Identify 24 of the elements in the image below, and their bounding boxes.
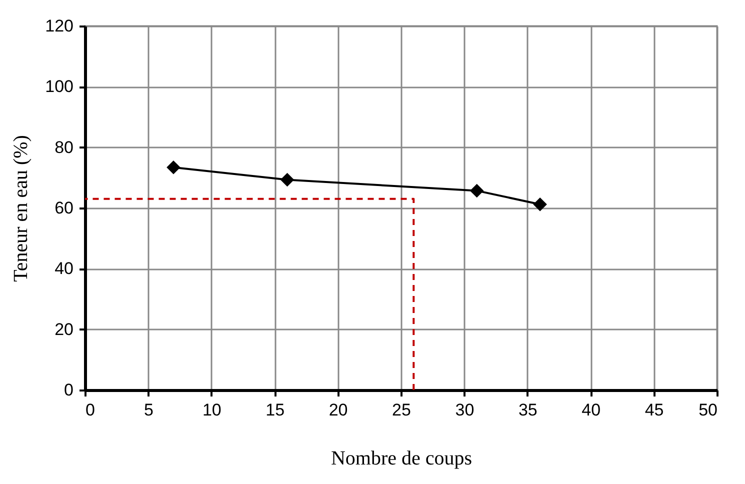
x-tick-label: 20 bbox=[328, 400, 348, 420]
x-tick-label: 5 bbox=[144, 400, 154, 420]
y-tick-label: 100 bbox=[45, 77, 74, 96]
x-axis-title: Nombre de coups bbox=[330, 448, 472, 470]
x-tick-label: 35 bbox=[518, 400, 538, 420]
y-axis-title: Teneur en eau (%) bbox=[10, 135, 32, 282]
x-tick-label: 40 bbox=[582, 400, 601, 420]
point bbox=[533, 197, 547, 212]
point bbox=[470, 184, 484, 198]
x-tick-label: 45 bbox=[644, 400, 664, 420]
point bbox=[280, 172, 294, 187]
y-tick-label: 40 bbox=[54, 259, 74, 278]
y-tick-label: 60 bbox=[54, 198, 74, 218]
y-tick-label: 20 bbox=[54, 320, 74, 339]
y-tick-label: 120 bbox=[45, 16, 74, 36]
y-tick-label: 0 bbox=[64, 380, 74, 400]
x-tick-label: 50 bbox=[698, 400, 718, 420]
y-tick-label: 80 bbox=[54, 138, 74, 157]
x-tick-label: 25 bbox=[392, 400, 411, 420]
x-tick-label: 0 bbox=[86, 400, 95, 420]
point bbox=[166, 160, 180, 174]
x-tick-label: 15 bbox=[266, 400, 285, 420]
x-tick-label: 30 bbox=[455, 400, 474, 420]
x-tick-label: 10 bbox=[202, 400, 222, 420]
